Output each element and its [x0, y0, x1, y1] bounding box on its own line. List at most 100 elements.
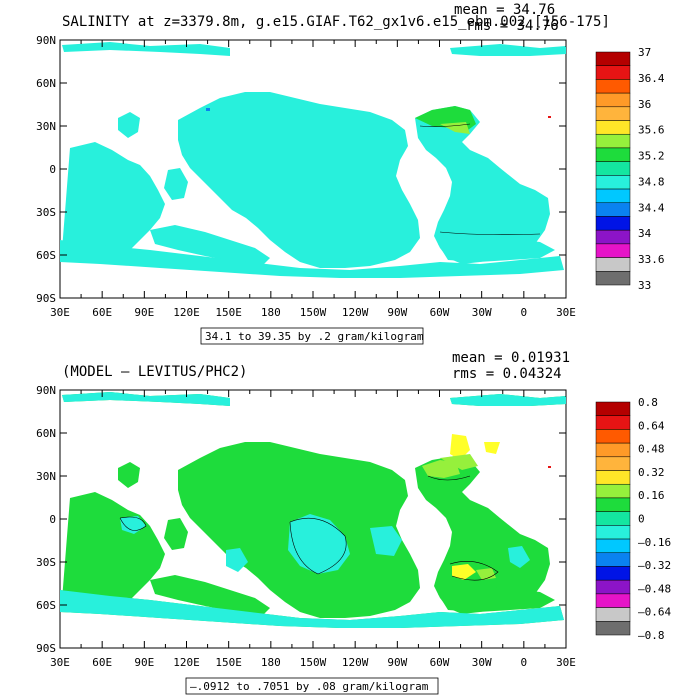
panel-1-colorbar-swatch — [595, 243, 631, 258]
panel-1-colorbar-swatch — [595, 147, 631, 162]
panel-1-salinity-field — [60, 42, 566, 278]
panel-1-colorbar: 37 36.4 36 35.6 35.2 34.8 34.4 34 33.6 33 — [595, 46, 665, 292]
panel-2-colorbar-swatch — [595, 401, 631, 416]
panel-2-colorbar-label: –0.32 — [638, 559, 671, 572]
panel-1-lon-label: 30E — [556, 306, 576, 319]
panel-2-lat-label: 90N — [36, 384, 56, 397]
panel-1-lon-label: 30W — [472, 306, 492, 319]
panel-2-lon-label: 150W — [300, 656, 327, 669]
panel-2-lon-label: 60W — [430, 656, 450, 669]
panel-2-colorbar-swatch — [595, 415, 631, 430]
panel-2-lon-axis: 30E 60E 90E 120E 150E 180 150W 120W 90W 60W 30W 0 30… — [50, 390, 576, 669]
panel-1-colorbar-label: 36.4 — [638, 72, 665, 85]
panel-1-colorbar-swatch — [595, 175, 631, 190]
panel-1-lon-label: 30E — [50, 306, 70, 319]
panel-1-colorbar-label: 37 — [638, 46, 651, 59]
panel-2: (MODEL – LEVITUS/PHC2) mean = 0.01931 rm… — [36, 350, 671, 695]
panel-1-colorbar-swatch — [595, 161, 631, 176]
panel-1-colorbar-label: 35.6 — [638, 124, 665, 137]
panel-2-colorbar-label: 0.16 — [638, 489, 665, 502]
panel-1-lon-label: 90E — [134, 306, 154, 319]
panel-2-colorbar-swatch — [595, 497, 631, 512]
panel-1-lon-label: 60W — [430, 306, 450, 319]
panel-2-contour-box — [185, 677, 439, 695]
panel-1-colorbar-swatch — [595, 120, 631, 135]
panel-1-lat-label: 30S — [36, 206, 56, 219]
panel-1-colorbar-swatch — [595, 51, 631, 66]
panel-1-colorbar-swatch — [595, 202, 631, 217]
panel-2-lon-label: 0 — [521, 656, 528, 669]
panel-2-colorbar: 0.8 0.64 0.48 0.32 0.16 0 –0.16 –0.32 –0.48 –0.64… — [595, 396, 671, 642]
panel-2-colorbar-swatch — [595, 579, 631, 595]
panel-2-lat-label: 60N — [36, 427, 56, 440]
panel-1-colorbar-label: 33 — [638, 279, 651, 292]
panel-1-lat-label: 30N — [36, 120, 56, 133]
panel-1-lon-label: 0 — [521, 306, 528, 319]
panel-1-lon-label: 150W — [300, 306, 327, 319]
panel-1-lat-axis: 90N 60N 30N 0 30S 60S 90S — [36, 34, 566, 305]
panel-2-colorbar-swatch — [595, 566, 631, 581]
panel-2-colorbar-swatch — [595, 511, 631, 526]
panel-1-colorbar-label: 34.4 — [638, 201, 665, 214]
panel-2-lon-label: 90W — [387, 656, 407, 669]
panel-2-colorbar-swatch — [595, 525, 631, 540]
panel-2-lon-label: 120E — [173, 656, 200, 669]
panel-2-lat-label: 30N — [36, 470, 56, 483]
panel-1-colorbar-swatch — [595, 188, 631, 204]
panel-1-lon-label: 60E — [92, 306, 112, 319]
panel-1-lat-label: 90S — [36, 292, 56, 305]
panel-2-lon-label: 120W — [342, 656, 369, 669]
panel-2-colorbar-swatch — [595, 593, 631, 608]
panel-1-lon-label: 120W — [342, 306, 369, 319]
panel-1-rms: rms = 34.76 — [466, 18, 559, 34]
panel-2-lon-label: 60E — [92, 656, 112, 669]
panel-1-lat-label: 60S — [36, 249, 56, 262]
panel-1-lon-label: 90W — [387, 306, 407, 319]
panel-2-title: (MODEL – LEVITUS/PHC2) — [62, 364, 247, 380]
panel-1-colorbar-label: 35.2 — [638, 150, 665, 163]
panel-1-lon-axis: 30E 60E 90E 120E 150E 180 150W 120W 90W 60W 30W 0 30… — [50, 40, 576, 319]
panel-2-colorbar-swatch — [595, 552, 631, 567]
panel-2-lon-label: 30E — [50, 656, 70, 669]
panel-1-title: SALINITY at z=3379.8m, g.e15.GIAF.T62_gx… — [62, 14, 610, 30]
panel-2-lon-label: 180 — [261, 656, 281, 669]
panel-1: SALINITY at z=3379.8m, g.e15.GIAF.T62_gx… — [36, 2, 665, 345]
panel-1-colorbar-swatch — [595, 92, 631, 108]
panel-2-contour-label: –.0912 to .7051 by .08 gram/kilogram — [190, 680, 429, 693]
panel-2-colorbar-swatch — [595, 607, 631, 622]
panel-2-colorbar-label: 0.48 — [638, 443, 665, 456]
panel-1-lon-label: 150E — [215, 306, 242, 319]
panel-2-colorbar-label: 0.64 — [638, 419, 665, 432]
panel-1-mean: mean = 34.76 — [454, 2, 555, 18]
panel-1-colorbar-swatch — [595, 271, 631, 286]
panel-2-colorbar-swatch — [595, 483, 631, 499]
panel-2-colorbar-label: 0.8 — [638, 396, 658, 409]
panel-2-lat-label: 0 — [49, 513, 56, 526]
panel-2-lon-label: 150E — [215, 656, 242, 669]
panel-2-lon-label: 90E — [134, 656, 154, 669]
panel-2-colorbar-swatch — [595, 456, 631, 471]
panel-2-colorbar-swatch — [595, 538, 631, 554]
panel-1-colorbar-swatch — [595, 257, 631, 272]
panel-2-colorbar-swatch — [595, 442, 631, 458]
panel-1-colorbar-label: 33.6 — [638, 253, 665, 266]
panel-2-lat-axis: 90N 60N 30N 0 30S 60S 90S — [36, 384, 566, 655]
panel-2-colorbar-swatch — [595, 429, 631, 444]
panel-1-contour-box — [200, 327, 424, 345]
panel-1-colorbar-swatch — [595, 106, 631, 121]
panel-1-lon-label: 180 — [261, 306, 281, 319]
panel-2-colorbar-label: 0 — [638, 513, 645, 526]
panel-2-lon-label: 30W — [472, 656, 492, 669]
panel-2-lat-label: 90S — [36, 642, 56, 655]
panel-2-difference-field — [60, 392, 566, 628]
panel-1-colorbar-swatch — [595, 133, 631, 149]
panel-1-colorbar-swatch — [595, 79, 631, 94]
panel-1-lat-label: 60N — [36, 77, 56, 90]
panel-1-colorbar-swatch — [595, 229, 631, 245]
panel-2-mean: mean = 0.01931 — [452, 350, 570, 366]
panel-2-colorbar-swatch — [595, 621, 631, 636]
panel-2-colorbar-label: –0.64 — [638, 606, 671, 619]
panel-1-lat-label: 0 — [49, 163, 56, 176]
panel-1-lat-label: 90N — [36, 34, 56, 47]
panel-1-colorbar-swatch — [595, 65, 631, 80]
